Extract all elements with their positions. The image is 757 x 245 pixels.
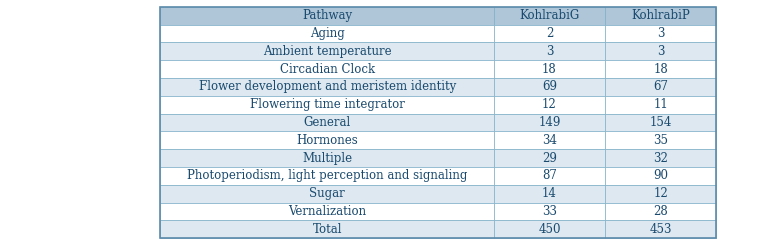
Text: 12: 12 [653, 187, 668, 200]
Bar [160, 7, 494, 25]
Bar [160, 114, 494, 131]
Bar [605, 78, 716, 96]
Text: 28: 28 [653, 205, 668, 218]
Bar [160, 131, 494, 149]
Text: 14: 14 [542, 187, 557, 200]
Text: 35: 35 [653, 134, 668, 147]
Bar [160, 60, 494, 78]
Bar [160, 203, 494, 220]
Bar [605, 114, 716, 131]
Bar [160, 185, 494, 203]
Text: Multiple: Multiple [302, 152, 352, 165]
Bar [494, 7, 605, 25]
Text: Sugar: Sugar [310, 187, 345, 200]
Bar [494, 42, 605, 60]
Text: 2: 2 [546, 27, 553, 40]
Bar [494, 167, 605, 185]
Bar [160, 42, 494, 60]
Bar [494, 220, 605, 238]
Bar [605, 131, 716, 149]
Bar [494, 60, 605, 78]
Text: Aging: Aging [310, 27, 344, 40]
Text: Hormones: Hormones [296, 134, 358, 147]
Text: 90: 90 [653, 169, 668, 182]
Text: 29: 29 [542, 152, 557, 165]
Text: 3: 3 [657, 27, 665, 40]
Bar [605, 149, 716, 167]
Text: 149: 149 [538, 116, 561, 129]
Bar [160, 78, 494, 96]
Bar [605, 25, 716, 42]
Bar [605, 7, 716, 25]
Bar [605, 167, 716, 185]
Text: 11: 11 [653, 98, 668, 111]
Bar [605, 220, 716, 238]
Text: 3: 3 [546, 45, 553, 58]
Text: Pathway: Pathway [302, 9, 352, 22]
Text: Flower development and meristem identity: Flower development and meristem identity [198, 80, 456, 93]
Bar [160, 7, 716, 238]
Text: 32: 32 [653, 152, 668, 165]
Text: General: General [304, 116, 350, 129]
Text: 450: 450 [538, 223, 561, 236]
Text: 87: 87 [542, 169, 557, 182]
Bar [605, 60, 716, 78]
Bar [160, 96, 494, 114]
Bar [494, 78, 605, 96]
Text: 69: 69 [542, 80, 557, 93]
Bar [494, 149, 605, 167]
Bar [160, 167, 494, 185]
Bar [494, 25, 605, 42]
Text: Total: Total [313, 223, 342, 236]
Bar [160, 25, 494, 42]
Text: 33: 33 [542, 205, 557, 218]
Bar [494, 114, 605, 131]
Bar [494, 185, 605, 203]
Bar [160, 220, 494, 238]
Text: 154: 154 [650, 116, 671, 129]
Text: 453: 453 [650, 223, 671, 236]
Bar [605, 96, 716, 114]
Text: 34: 34 [542, 134, 557, 147]
Text: 3: 3 [657, 45, 665, 58]
Text: Flowering time integrator: Flowering time integrator [250, 98, 404, 111]
Text: Photoperiodism, light perception and signaling: Photoperiodism, light perception and sig… [187, 169, 467, 182]
Bar [494, 203, 605, 220]
Text: 12: 12 [542, 98, 557, 111]
Bar [494, 96, 605, 114]
Text: Vernalization: Vernalization [288, 205, 366, 218]
Text: 18: 18 [542, 63, 557, 76]
Bar [494, 131, 605, 149]
Text: 67: 67 [653, 80, 668, 93]
Bar [605, 185, 716, 203]
Text: Ambient temperature: Ambient temperature [263, 45, 391, 58]
Text: Circadian Clock: Circadian Clock [279, 63, 375, 76]
Bar [160, 149, 494, 167]
Bar [605, 42, 716, 60]
Bar [605, 203, 716, 220]
Text: KohlrabiG: KohlrabiG [519, 9, 580, 22]
Text: 18: 18 [653, 63, 668, 76]
Text: KohlrabiP: KohlrabiP [631, 9, 690, 22]
